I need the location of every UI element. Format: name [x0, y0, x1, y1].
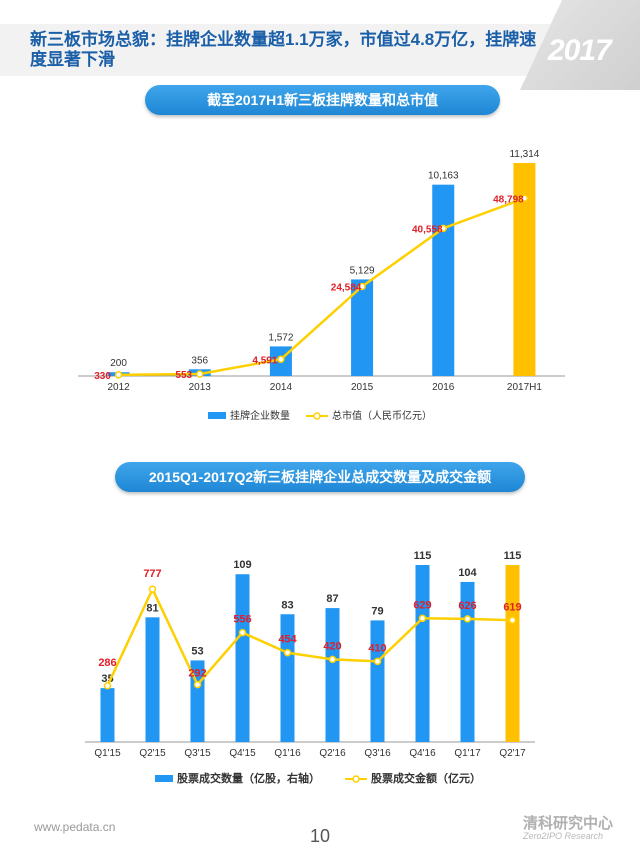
chart1-line-point — [439, 224, 447, 233]
chart2-line-point — [463, 615, 472, 623]
chart1-line-point — [358, 282, 366, 291]
chart2-bar — [100, 688, 115, 742]
chart1-line-point — [520, 194, 529, 203]
chart1-tick-label: 2014 — [270, 382, 293, 393]
chart2-line-point — [283, 648, 292, 657]
chart1-bar-label: 356 — [191, 355, 208, 366]
chart1-svg: 200 2012 356 2013 1,572 2014 5,129 2015 10,163 20… — [78, 149, 565, 422]
chart2-tick-label: Q3'16 — [364, 748, 391, 759]
chart2-line-series — [106, 587, 513, 687]
chart1-tick-label: 2013 — [189, 382, 212, 393]
chart2-line-point — [148, 585, 157, 593]
chart2-line-point — [238, 628, 247, 637]
chart1-line-label: 330 — [94, 371, 111, 382]
chart2-legend-line-marker — [352, 775, 360, 783]
chart1-bar-label: 200 — [110, 358, 127, 369]
footer-url: www.pedata.cn — [34, 820, 116, 834]
chart1-tick-label: 2017H1 — [507, 382, 542, 393]
page-number: 10 — [310, 826, 331, 846]
chart1-bar — [351, 279, 374, 376]
chart2-bar-label: 87 — [326, 593, 338, 605]
chart1-bar — [432, 184, 455, 376]
chart2-bar — [280, 614, 295, 742]
chart1-legend-bar-label: 挂牌企业数量 — [230, 409, 290, 422]
chart1-bar — [513, 163, 536, 376]
chart1-legend-line-label: 总市值（人民币亿元） — [332, 409, 432, 422]
chart1-tick-label: 2012 — [107, 382, 130, 393]
footer-logo-sub: Zero2IPO Research — [523, 831, 604, 841]
chart1-line-series — [118, 197, 525, 377]
chart2-line-point — [508, 616, 517, 625]
chart2-tick-label: Q1'16 — [274, 748, 301, 759]
chart2-line-label: 292 — [188, 668, 206, 680]
chart2-line-label: 626 — [458, 600, 476, 612]
chart2-line-label: 629 — [413, 599, 431, 611]
chart1-line-point — [196, 370, 204, 378]
chart2-bar — [235, 574, 250, 742]
chart2-bar-label: 81 — [146, 602, 158, 614]
chart2-line-label: 454 — [278, 634, 297, 646]
chart2-line-label: 556 — [233, 614, 251, 626]
chart1-line-point — [277, 355, 285, 364]
chart1-legend-line-marker — [313, 412, 321, 420]
chart2-bar-label: 115 — [414, 550, 432, 562]
chart2-title: 2015Q1-2017Q2新三板挂牌企业总成交数量及成交金额 — [115, 462, 525, 492]
chart1-tick-label: 2016 — [432, 382, 455, 393]
chart2-bar — [145, 617, 160, 742]
chart2-bar-label: 109 — [233, 559, 251, 571]
chart2-bar-label: 53 — [191, 645, 203, 657]
year-mark: 2017 — [548, 34, 612, 67]
chart1-line-point — [114, 371, 123, 379]
chart2-bar — [370, 620, 385, 742]
chart2-line-point — [328, 655, 337, 664]
chart2-bar-label: 83 — [281, 599, 293, 611]
chart2-tick-label: Q2'17 — [499, 748, 526, 759]
chart2-line-label: 420 — [323, 640, 341, 652]
chart1-line-label: 48,798 — [493, 194, 524, 205]
chart2-legend-line-label: 股票成交金额（亿元） — [371, 771, 481, 785]
chart2-bar-label: 115 — [504, 550, 522, 562]
chart2-line-point — [373, 657, 382, 666]
chart1-line-label: 40,558 — [412, 224, 443, 235]
chart2-tick-label: Q1'17 — [454, 748, 481, 759]
chart2-line-label: 286 — [98, 657, 116, 669]
chart2-tick-label: Q2'16 — [319, 748, 346, 759]
chart2-bar-label: 79 — [371, 605, 383, 617]
chart1-title: 截至2017H1新三板挂牌数量和总市值 — [145, 85, 500, 115]
footer-logo: 清科研究中心 — [523, 815, 614, 832]
chart2-tick-label: Q3'15 — [184, 748, 211, 759]
chart1-legend-bar-swatch — [208, 412, 226, 419]
chart1-line-label: 24,584 — [331, 282, 362, 293]
chart1-bar-label: 10,163 — [428, 171, 459, 182]
chart2-tick-label: Q4'15 — [229, 748, 256, 759]
chart2-bar-label: 104 — [458, 567, 477, 579]
chart2-bar — [325, 608, 340, 742]
chart1-bar-label: 1,572 — [268, 332, 293, 343]
chart2-bar — [505, 565, 520, 742]
chart1-line-label: 553 — [175, 370, 192, 381]
chart1-bar-label: 5,129 — [350, 265, 375, 276]
chart2-svg: 35Q1'1581Q2'1553Q3'15109Q4'1583Q1'1687Q2… — [85, 550, 535, 785]
chart2-line-point — [103, 682, 112, 690]
chart2-line-label: 619 — [503, 601, 521, 613]
chart2-legend-bar-swatch — [155, 775, 173, 782]
chart1-tick-label: 2015 — [351, 382, 374, 393]
chart2-line-point — [418, 614, 427, 623]
chart1-line-label: 4,591 — [252, 355, 277, 366]
chart1-bar-label: 11,314 — [509, 149, 539, 160]
chart2-legend-bar-label: 股票成交数量（亿股，右轴） — [177, 771, 320, 785]
chart2-tick-label: Q1'15 — [94, 748, 121, 759]
page-title: 新三板市场总貌：挂牌企业数量超1.1万家，市值过4.8万亿，挂牌速度显著下滑 — [30, 30, 537, 69]
chart2-tick-label: Q4'16 — [409, 748, 436, 759]
chart2-bar — [415, 565, 430, 742]
chart2-line-label: 410 — [368, 642, 386, 654]
chart2-line-label: 777 — [143, 568, 161, 580]
chart2-bar — [460, 581, 475, 742]
chart2-line-point — [193, 680, 202, 689]
chart2-tick-label: Q2'15 — [139, 748, 166, 759]
